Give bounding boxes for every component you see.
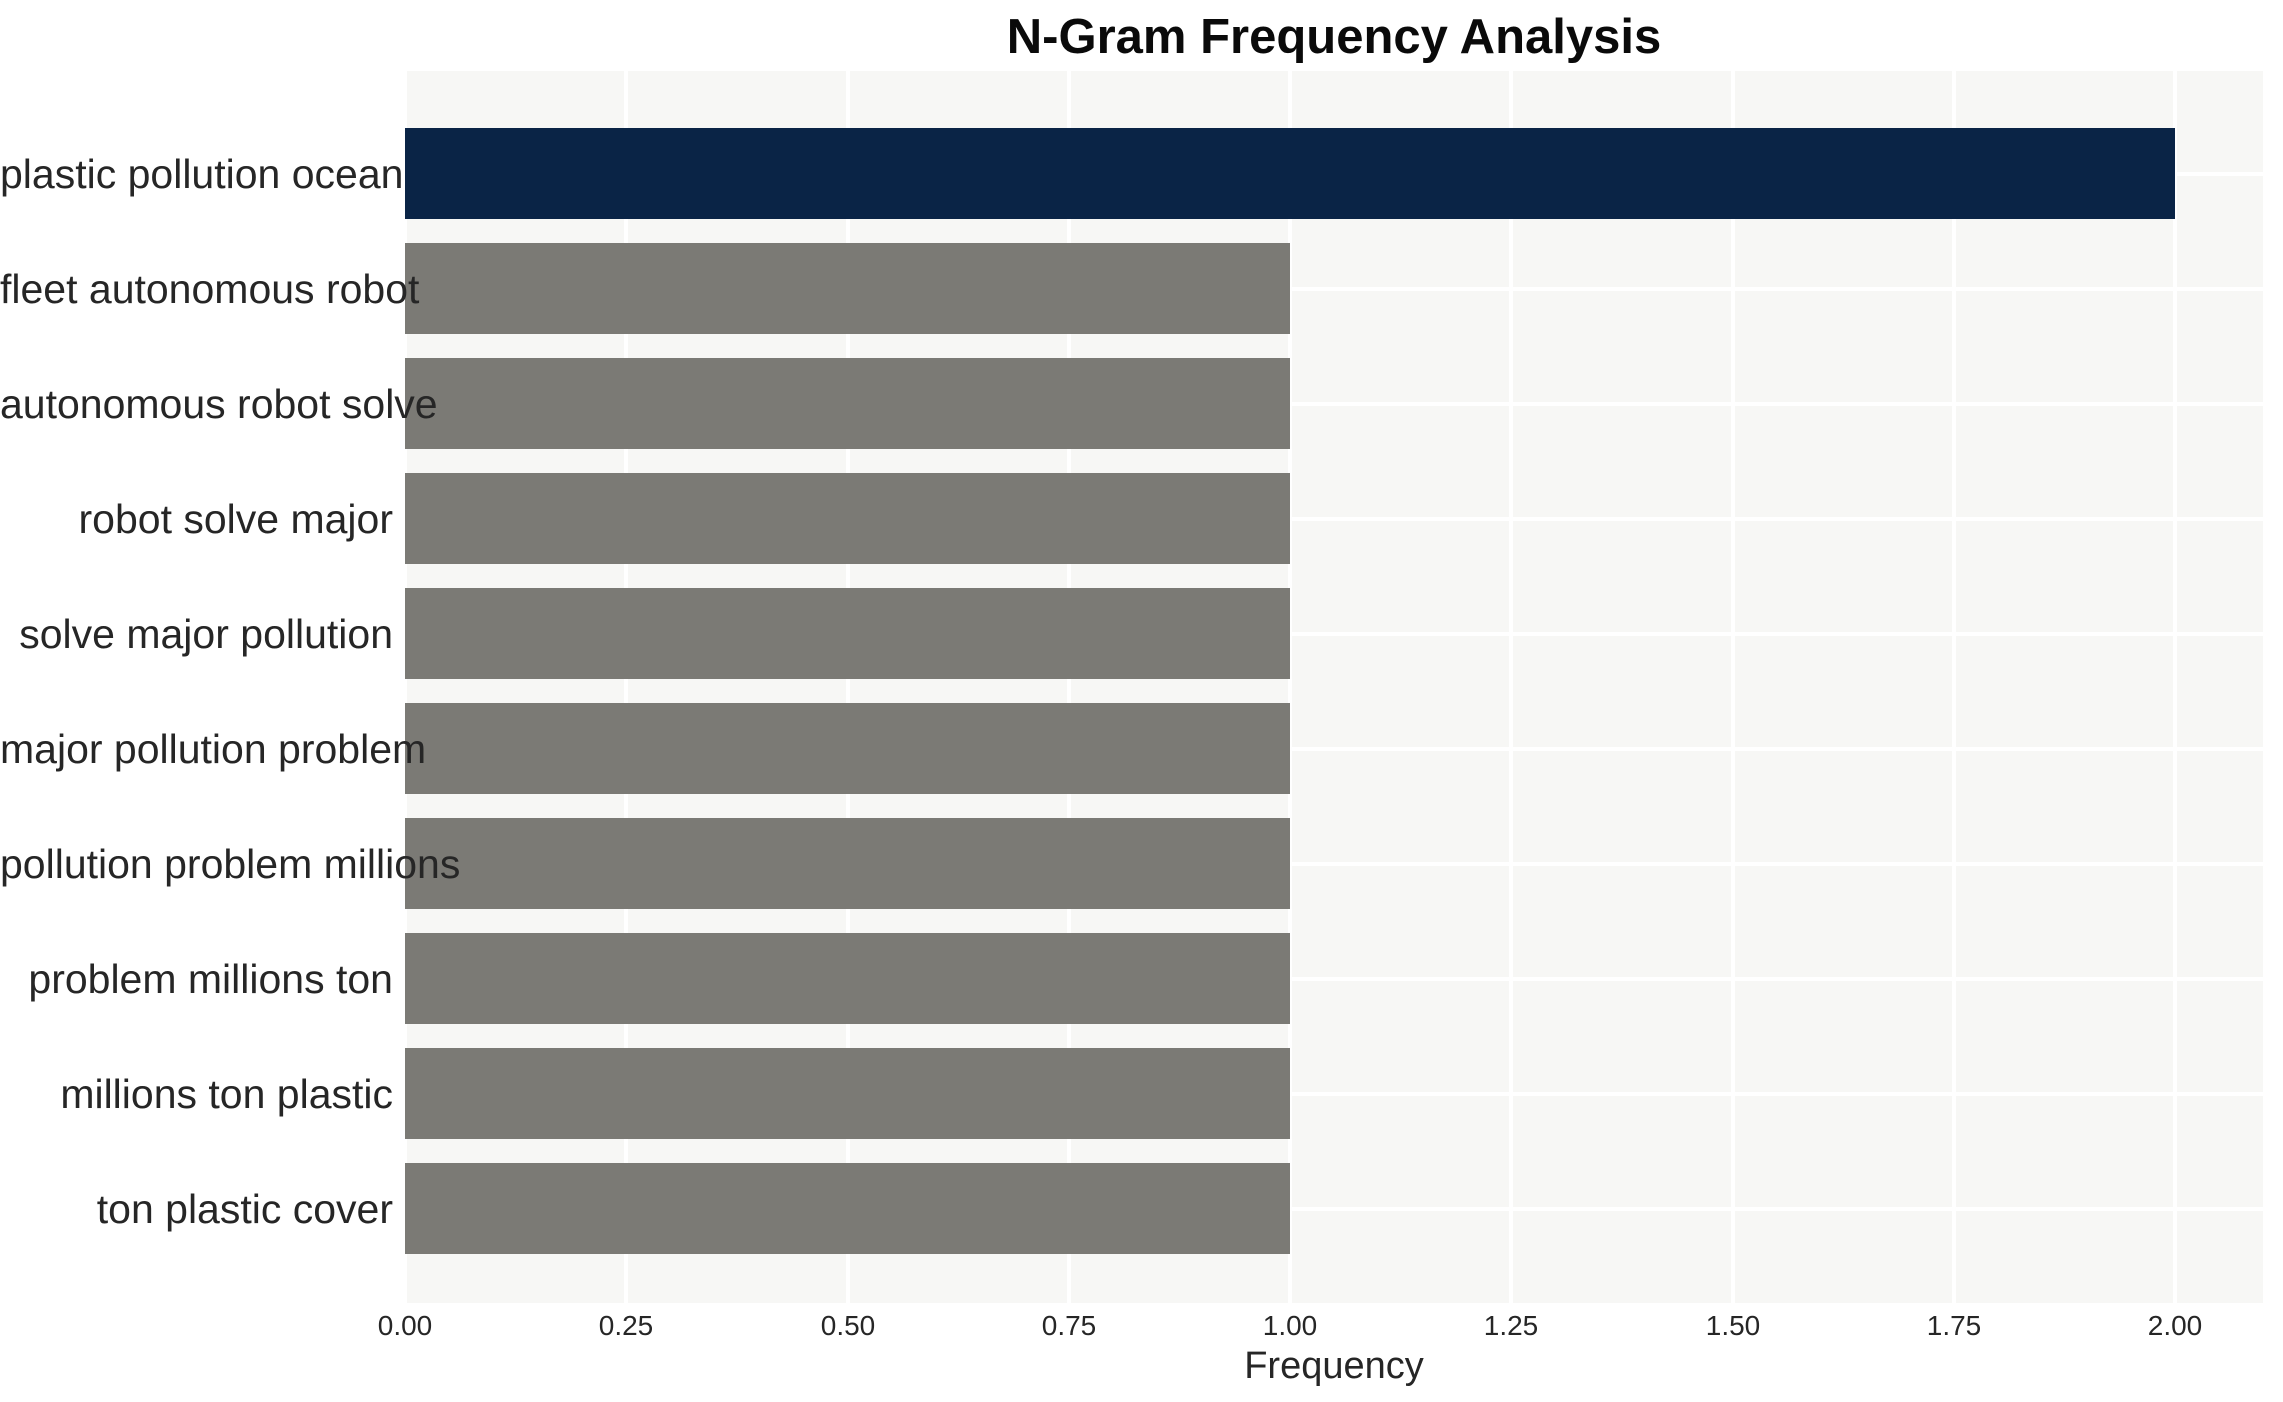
x-gridline-0.75 bbox=[1067, 71, 1071, 1303]
x-gridline-1.25 bbox=[1509, 71, 1513, 1303]
y-tick-label: problem millions ton bbox=[28, 956, 393, 1002]
y-gridline bbox=[405, 287, 2263, 291]
x-tick-label: 0.25 bbox=[598, 1310, 654, 1341]
y-gridline bbox=[405, 862, 2263, 866]
y-tick-label: fleet autonomous robot bbox=[0, 266, 420, 312]
x-tick-label: 1.50 bbox=[1705, 1310, 1761, 1341]
x-gridline-1.00 bbox=[1288, 71, 1292, 1303]
x-gridline-2.00 bbox=[2173, 71, 2177, 1303]
x-tick-label: 2.00 bbox=[2147, 1310, 2203, 1341]
y-tick-label: major pollution problem bbox=[0, 726, 427, 772]
y-tick-label: solve major pollution bbox=[19, 611, 393, 657]
bar-solve-major-pollution bbox=[405, 588, 1290, 679]
y-gridline bbox=[405, 402, 2263, 406]
bar-robot-solve-major bbox=[405, 473, 1290, 564]
x-tick-label: 1.25 bbox=[1483, 1310, 1539, 1341]
x-tick-label: 0.50 bbox=[820, 1310, 876, 1341]
y-tick-label: millions ton plastic bbox=[60, 1071, 393, 1117]
x-tick-label: 0.00 bbox=[377, 1310, 433, 1341]
chart-title: N-Gram Frequency Analysis bbox=[1006, 10, 1662, 64]
bar-plastic-pollution-ocean bbox=[405, 128, 2175, 219]
x-gridline-1.75 bbox=[1952, 71, 1956, 1303]
y-gridline bbox=[405, 517, 2263, 521]
x-tick-label: 1.75 bbox=[1926, 1310, 1982, 1341]
x-gridline-0.00 bbox=[405, 71, 407, 1303]
bar-problem-millions-ton bbox=[405, 933, 1290, 1024]
y-gridline bbox=[405, 977, 2263, 981]
y-tick-label: robot solve major bbox=[78, 496, 393, 542]
x-tick-label: 1.00 bbox=[1262, 1310, 1318, 1341]
x-gridline-0.50 bbox=[846, 71, 850, 1303]
bar-millions-ton-plastic bbox=[405, 1048, 1290, 1139]
y-gridline bbox=[405, 1092, 2263, 1096]
x-axis-title: Frequency bbox=[1244, 1345, 1424, 1387]
y-gridline bbox=[405, 1207, 2263, 1211]
bar-major-pollution-problem bbox=[405, 703, 1290, 794]
bar-autonomous-robot-solve bbox=[405, 358, 1290, 449]
y-tick-label: ton plastic cover bbox=[96, 1186, 393, 1232]
bar-pollution-problem-millions bbox=[405, 818, 1290, 909]
y-gridline bbox=[405, 747, 2263, 751]
bar-fleet-autonomous-robot bbox=[405, 243, 1290, 334]
y-tick-label: plastic pollution ocean bbox=[0, 151, 404, 197]
y-tick-label: autonomous robot solve bbox=[0, 381, 438, 427]
x-gridline-1.50 bbox=[1731, 71, 1735, 1303]
x-gridline-0.25 bbox=[624, 71, 628, 1303]
y-tick-label: pollution problem millions bbox=[0, 841, 461, 887]
bar-ton-plastic-cover bbox=[405, 1163, 1290, 1254]
y-gridline bbox=[405, 632, 2263, 636]
plot-area bbox=[405, 71, 2263, 1303]
x-tick-label: 0.75 bbox=[1041, 1310, 1097, 1341]
